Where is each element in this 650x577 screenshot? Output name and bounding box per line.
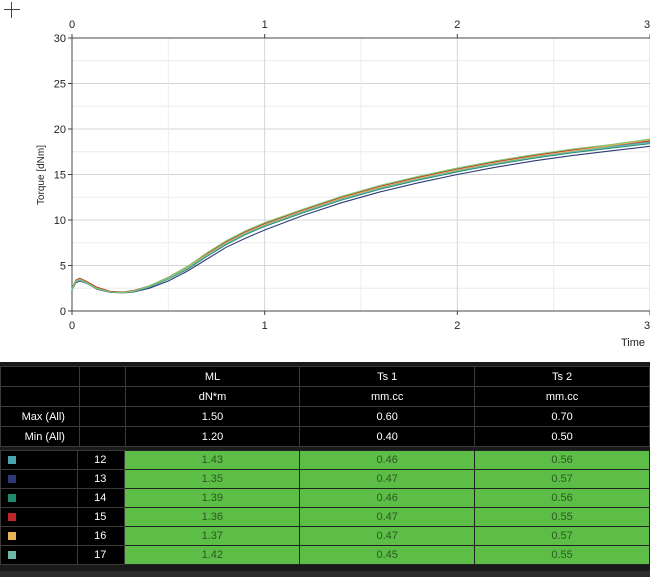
- color-swatch: [8, 532, 16, 541]
- summary-table: ML Ts 1 Ts 2 dN*m mm.cc mm.cc Max (All) …: [0, 366, 650, 447]
- table-row[interactable]: 15 1.36 0.47 0.55: [0, 507, 650, 527]
- series-line-7: [71, 138, 650, 293]
- y-tick-label: 5: [60, 261, 66, 273]
- column-header-ts1[interactable]: Ts 1: [299, 366, 476, 387]
- value-cell: 0.47: [299, 507, 476, 527]
- min-ts1: 0.40: [299, 426, 476, 447]
- column-header-ts2[interactable]: Ts 2: [474, 366, 650, 387]
- row-color-cell: [0, 507, 79, 527]
- value-cell: 0.57: [474, 469, 650, 489]
- value-cell: 1.43: [124, 450, 301, 470]
- max-ts1: 0.60: [299, 406, 476, 427]
- max-ml: 1.50: [124, 406, 301, 427]
- row-color-cell: [0, 488, 79, 508]
- series-lines: [71, 138, 650, 294]
- y-tick-label: 10: [54, 215, 66, 227]
- value-cell: 1.42: [124, 545, 301, 565]
- x-tick-label: 2: [454, 320, 460, 332]
- color-swatch: [8, 551, 16, 560]
- unit-ts2: mm.cc: [474, 386, 650, 407]
- row-color-cell: [0, 545, 79, 565]
- column-name-row: ML Ts 1 Ts 2: [0, 366, 650, 387]
- row-id: 17: [77, 545, 126, 565]
- x-tick-label: 3: [644, 320, 650, 332]
- min-ts2: 0.50: [474, 426, 650, 447]
- value-cell: 1.36: [124, 507, 301, 527]
- row-id: 12: [77, 450, 126, 470]
- max-ts2: 0.70: [474, 406, 650, 427]
- top-x-tick-label: 1: [262, 19, 268, 31]
- unit-ml: dN*m: [124, 386, 301, 407]
- horizontal-scrollbar[interactable]: [0, 571, 650, 577]
- unit-ts1: mm.cc: [299, 386, 476, 407]
- value-cell: 0.56: [474, 450, 650, 470]
- row-id: 15: [77, 507, 126, 527]
- color-swatch: [8, 456, 16, 465]
- x-axis-label: Time: [621, 337, 645, 349]
- value-cell: 1.37: [124, 526, 301, 546]
- value-cell: 0.55: [474, 507, 650, 527]
- y-tick-label: 0: [60, 306, 66, 318]
- series-line-4: [71, 140, 650, 293]
- value-cell: 1.35: [124, 469, 301, 489]
- row-id: 13: [77, 469, 126, 489]
- value-cell: 0.56: [474, 488, 650, 508]
- x-tick-label: 0: [69, 320, 75, 332]
- value-cell: 0.57: [474, 526, 650, 546]
- column-unit-row: dN*m mm.cc mm.cc: [0, 386, 650, 407]
- row-id: 14: [77, 488, 126, 508]
- y-tick-label: 15: [54, 170, 66, 182]
- x-tick-label: 1: [262, 320, 268, 332]
- max-label: Max (All): [0, 406, 80, 427]
- results-table-panel: ML Ts 1 Ts 2 dN*m mm.cc mm.cc Max (All) …: [0, 362, 650, 577]
- row-color-cell: [0, 469, 79, 489]
- value-cell: 0.46: [299, 488, 476, 508]
- color-swatch: [8, 494, 16, 503]
- value-cell: 0.47: [299, 526, 476, 546]
- table-row[interactable]: 17 1.42 0.45 0.55: [0, 545, 650, 565]
- color-swatch: [8, 475, 16, 484]
- min-label: Min (All): [0, 426, 80, 447]
- top-x-tick-label: 0: [69, 19, 75, 31]
- row-color-cell: [0, 450, 79, 470]
- value-cell: 0.47: [299, 469, 476, 489]
- y-axis-label: Torque [dNm]: [36, 145, 47, 205]
- value-cell: 0.45: [299, 545, 476, 565]
- table-row[interactable]: 16 1.37 0.47 0.57: [0, 526, 650, 546]
- max-row: Max (All) 1.50 0.60 0.70: [0, 406, 650, 427]
- y-tick-label: 25: [54, 79, 66, 91]
- color-swatch: [8, 513, 16, 522]
- sample-table: 12 1.43 0.46 0.56 13 1.35 0.47 0.57 14 1.39 0.46 0.…: [0, 450, 650, 565]
- table-row[interactable]: 13 1.35 0.47 0.57: [0, 469, 650, 489]
- top-x-tick-label: 2: [454, 19, 460, 31]
- row-id: 16: [77, 526, 126, 546]
- column-header-ml[interactable]: ML: [124, 366, 301, 387]
- grid: [71, 37, 650, 312]
- table-row[interactable]: 12 1.43 0.46 0.56: [0, 450, 650, 470]
- value-cell: 0.46: [299, 450, 476, 470]
- min-row: Min (All) 1.20 0.40 0.50: [0, 426, 650, 447]
- min-ml: 1.20: [124, 426, 301, 447]
- y-tick-label: 20: [54, 124, 66, 136]
- row-color-cell: [0, 526, 79, 546]
- top-x-tick-label: 3: [644, 19, 650, 31]
- value-cell: 0.55: [474, 545, 650, 565]
- value-cell: 1.39: [124, 488, 301, 508]
- y-tick-label: 30: [54, 33, 66, 45]
- table-row[interactable]: 14 1.39 0.46 0.56: [0, 488, 650, 508]
- plus-icon[interactable]: [3, 1, 21, 19]
